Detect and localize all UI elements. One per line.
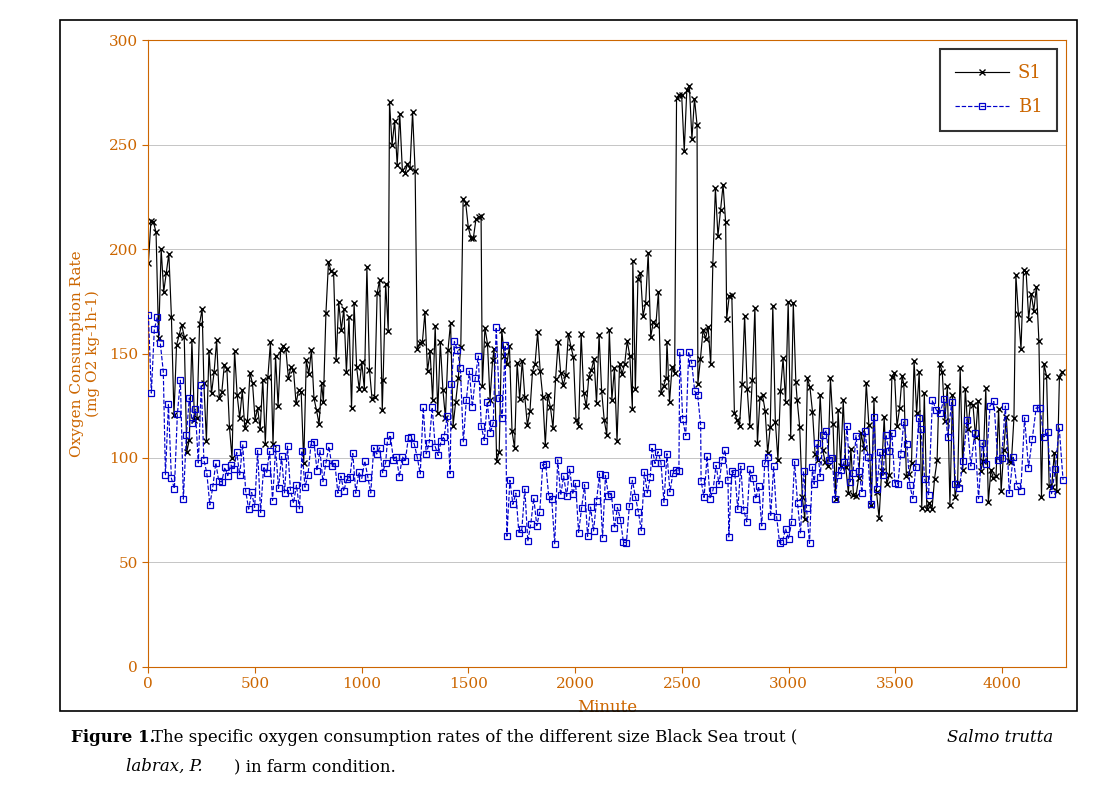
Text: The specific oxygen consumption rates of the different size Black Sea trout (: The specific oxygen consumption rates of… [152, 729, 797, 746]
S1 [1017, 266, 1030, 276]
B1 [1002, 489, 1015, 499]
Y-axis label: Oxygen Consumption Rate
(mg O2 kg-1h-1): Oxygen Consumption Rate (mg O2 kg-1h-1) [69, 250, 100, 457]
S1 [506, 427, 519, 436]
B1 [858, 427, 872, 436]
B1 [1056, 475, 1069, 485]
S1 [682, 81, 696, 90]
B1 [142, 310, 155, 320]
B1 [755, 521, 768, 531]
Line: B1: B1 [145, 312, 1066, 547]
Text: Salmo trutta: Salmo trutta [947, 729, 1054, 746]
S1 [798, 514, 811, 524]
B1 [548, 540, 562, 549]
S1 [928, 473, 941, 483]
X-axis label: Minute: Minute [577, 700, 637, 717]
Line: S1: S1 [145, 82, 1065, 523]
S1 [393, 110, 407, 120]
B1 [964, 461, 977, 471]
B1 [429, 442, 442, 452]
B1 [995, 453, 1008, 463]
Legend: S1, B1: S1, B1 [940, 49, 1057, 131]
S1 [1055, 367, 1068, 377]
Text: Figure 1.: Figure 1. [71, 729, 156, 746]
S1 [511, 358, 524, 368]
S1 [142, 259, 155, 268]
Text: ) in farm condition.: ) in farm condition. [234, 758, 396, 775]
Text: labrax, P.: labrax, P. [126, 758, 203, 775]
S1 [337, 304, 351, 314]
